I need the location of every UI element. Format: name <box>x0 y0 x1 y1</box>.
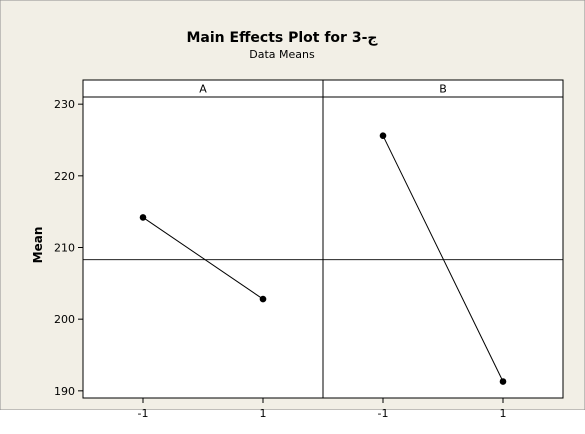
data-point <box>379 132 387 139</box>
series-line <box>142 216 264 300</box>
data-point <box>139 214 147 221</box>
panel-header-label: A <box>199 83 207 96</box>
panel-A: A -1 1 <box>138 83 267 421</box>
panel-B: B -1 1 <box>322 80 507 420</box>
series-line <box>382 135 504 382</box>
x-tick-label: 1 <box>500 407 507 420</box>
chart-title: Main Effects Plot for ج-3 <box>186 30 378 46</box>
panel-header-label: B <box>439 83 447 96</box>
figure-bottom-strip <box>0 410 585 434</box>
y-tick-label: 210 <box>54 242 75 255</box>
data-point <box>499 378 507 385</box>
x-tick-label: -1 <box>138 407 149 420</box>
chart-subtitle: Data Means <box>249 48 315 61</box>
y-tick-label: 230 <box>54 98 75 111</box>
y-tick-label: 190 <box>54 385 75 398</box>
y-tick-label: 200 <box>54 313 75 326</box>
data-point <box>259 295 267 303</box>
x-tick-label: -1 <box>378 407 389 420</box>
y-tick-label: 220 <box>54 170 75 183</box>
y-axis-label: Mean <box>31 227 45 264</box>
x-tick-label: 1 <box>260 407 267 420</box>
